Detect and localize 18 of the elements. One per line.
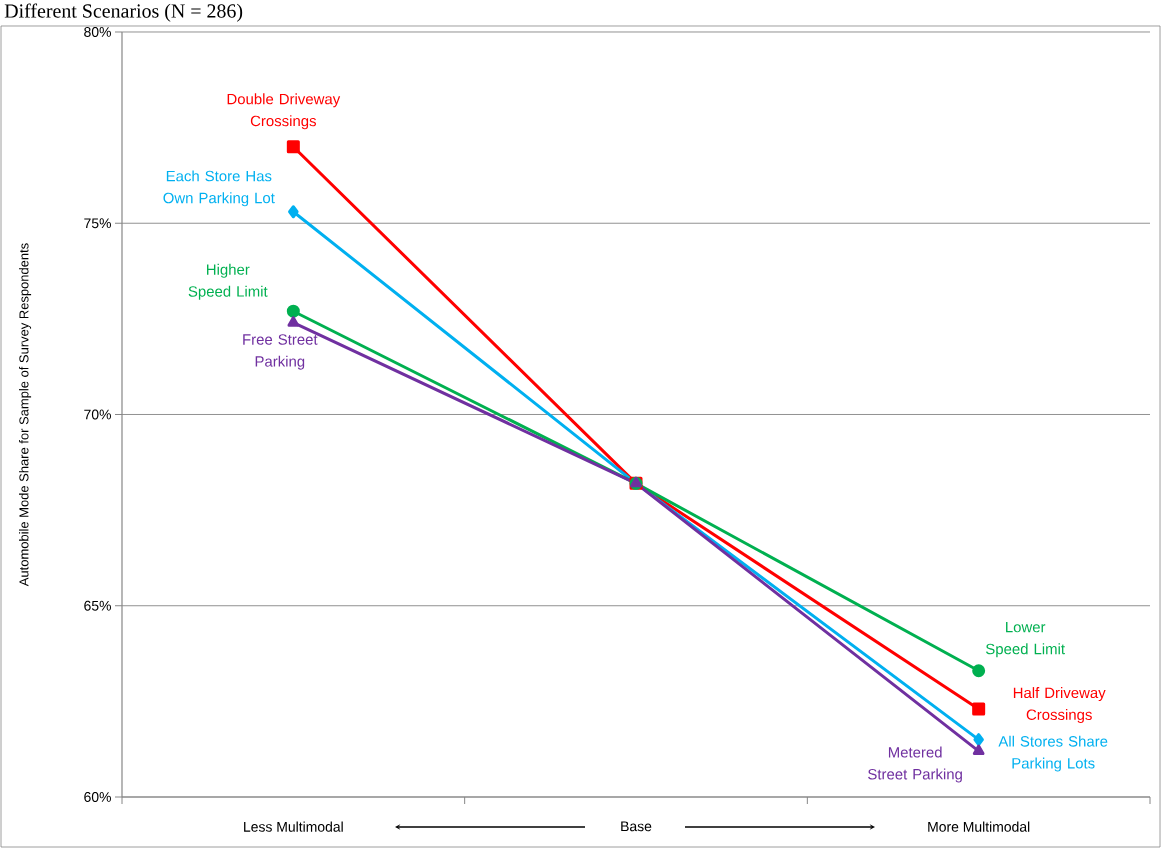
annotation: Each Store Has Own Parking Lot — [163, 170, 275, 207]
y-tick-label: 65% — [84, 600, 111, 611]
annotation: Double Driveway Crossings — [227, 93, 341, 130]
y-axis-title: Automobile Mode Share for Sample of Survey Respondents — [19, 243, 32, 587]
chart-title: Different Scenarios (N = 286) — [4, 3, 243, 22]
y-tick-label: 60% — [84, 792, 111, 802]
y-tick-label: 80% — [84, 27, 111, 37]
annotation: Higher Speed Limit — [188, 263, 268, 300]
annotation: Metered Street Parking — [868, 746, 962, 783]
x-tick-label: More Multimodal — [928, 821, 1030, 832]
annotation: All Stores Share Parking Lots — [998, 735, 1108, 772]
y-tick-label: 75% — [84, 218, 111, 229]
annotation: Free Street Parking — [243, 334, 318, 370]
x-tick-label: Base — [621, 821, 652, 832]
annotation: Half Driveway Crossings — [1013, 687, 1106, 723]
annotation: Lower Speed Limit — [985, 621, 1065, 658]
y-tick-label: 70% — [84, 409, 111, 420]
x-tick-label: Less Multimodal — [244, 821, 343, 832]
